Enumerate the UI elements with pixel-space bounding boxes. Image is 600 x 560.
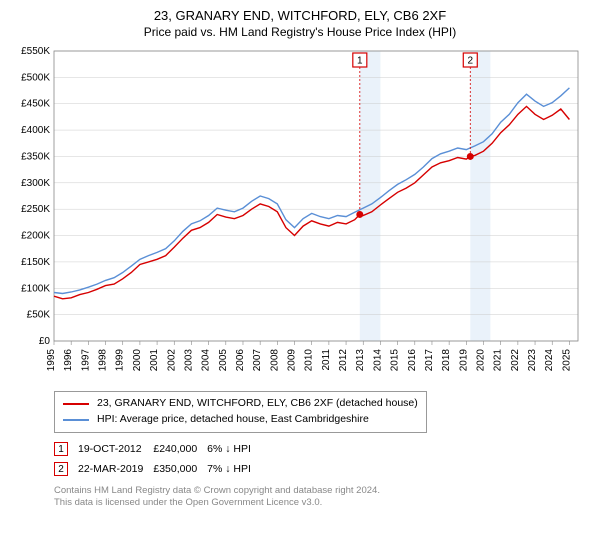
attribution-line-2: This data is licensed under the Open Gov… [54, 497, 590, 509]
chart-plot-area: £0 £50K £100K £150K £200K £250K £300K £350K £400… [10, 45, 590, 385]
y-tick-label: £150K [21, 257, 50, 268]
legend-label: HPI: Average price, detached house, East… [97, 412, 369, 428]
sale-vs-hpi: 7% ↓ HPI [207, 459, 261, 479]
y-tick-label: £0 [39, 336, 51, 347]
attribution: Contains HM Land Registry data © Crown c… [54, 485, 590, 510]
legend-row: 23, GRANARY END, WITCHFORD, ELY, CB6 2XF… [63, 396, 418, 412]
y-tick-label: £350K [21, 151, 50, 162]
x-tick-label: 2009 [287, 349, 298, 372]
y-tick-label: £250K [21, 204, 50, 215]
y-tick-label: £300K [21, 178, 50, 189]
x-tick-label: 2008 [269, 349, 280, 372]
x-tick-label: 2025 [561, 349, 572, 372]
legend-swatch [63, 403, 89, 405]
x-tick-label: 2006 [235, 349, 246, 372]
y-tick-label: £200K [21, 231, 50, 242]
x-tick-label: 2005 [218, 349, 229, 372]
y-tick-label: £400K [21, 125, 50, 136]
x-tick-label: 2022 [510, 349, 521, 372]
x-tick-label: 2016 [407, 349, 418, 372]
sale-vs-hpi: 6% ↓ HPI [207, 439, 261, 459]
x-tick-label: 1996 [63, 349, 74, 372]
x-tick-label: 2011 [321, 349, 332, 371]
legend-row: HPI: Average price, detached house, East… [63, 412, 418, 428]
sale-price: £240,000 [153, 439, 207, 459]
sale-row: 2 22-MAR-2019£350,0007% ↓ HPI [54, 459, 261, 479]
y-tick-label: £100K [21, 283, 50, 294]
x-tick-label: 2019 [458, 349, 469, 372]
x-tick-label: 2020 [476, 349, 487, 372]
x-tick-label: 2013 [355, 349, 366, 372]
sale-date: 22-MAR-2019 [78, 459, 153, 479]
chart-container: 23, GRANARY END, WITCHFORD, ELY, CB6 2XF… [0, 0, 600, 560]
x-tick-label: 2004 [201, 349, 212, 372]
y-tick-label: £50K [27, 310, 51, 321]
x-tick-label: 1999 [115, 349, 126, 372]
x-tick-label: 2010 [304, 349, 315, 372]
sale-marker-dot [356, 211, 363, 218]
sale-price: £350,000 [153, 459, 207, 479]
sale-marker-box: 2 [54, 462, 68, 476]
x-tick-label: 2012 [338, 349, 349, 372]
sale-marker-dot [467, 153, 474, 160]
legend-label: 23, GRANARY END, WITCHFORD, ELY, CB6 2XF… [97, 396, 418, 412]
x-tick-label: 1998 [98, 349, 109, 372]
x-tick-label: 2003 [183, 349, 194, 372]
line-chart-svg: £0 £50K £100K £150K £200K £250K £300K £350K £400… [10, 45, 590, 385]
x-tick-label: 2023 [527, 349, 538, 372]
sale-date: 19-OCT-2012 [78, 439, 153, 459]
chart-title: 23, GRANARY END, WITCHFORD, ELY, CB6 2XF [10, 8, 590, 23]
y-tick-label: £550K [21, 46, 50, 57]
chart-subtitle: Price paid vs. HM Land Registry's House … [10, 25, 590, 39]
x-tick-label: 2024 [544, 349, 555, 372]
sales-table: 1 19-OCT-2012£240,0006% ↓ HPI 2 22-MAR-2019… [54, 439, 261, 479]
x-tick-label: 2001 [149, 349, 160, 372]
y-tick-label: £450K [21, 99, 50, 110]
sale-marker-label: 2 [467, 56, 473, 67]
x-tick-label: 2002 [166, 349, 177, 372]
sale-marker-label: 1 [357, 56, 363, 67]
x-tick-label: 2015 [390, 349, 401, 372]
y-tick-label: £500K [21, 72, 50, 83]
attribution-line-1: Contains HM Land Registry data © Crown c… [54, 485, 590, 497]
sale-row: 1 19-OCT-2012£240,0006% ↓ HPI [54, 439, 261, 459]
x-tick-label: 2014 [372, 349, 383, 372]
x-tick-label: 2000 [132, 349, 143, 372]
x-tick-label: 2021 [493, 349, 504, 372]
sale-marker-box: 1 [54, 442, 68, 456]
x-tick-label: 2017 [424, 349, 435, 372]
x-tick-label: 2007 [252, 349, 263, 372]
x-tick-label: 2018 [441, 349, 452, 372]
legend: 23, GRANARY END, WITCHFORD, ELY, CB6 2XF… [54, 391, 427, 433]
legend-swatch [63, 419, 89, 421]
x-tick-label: 1997 [80, 349, 91, 372]
x-tick-label: 1995 [46, 349, 57, 372]
